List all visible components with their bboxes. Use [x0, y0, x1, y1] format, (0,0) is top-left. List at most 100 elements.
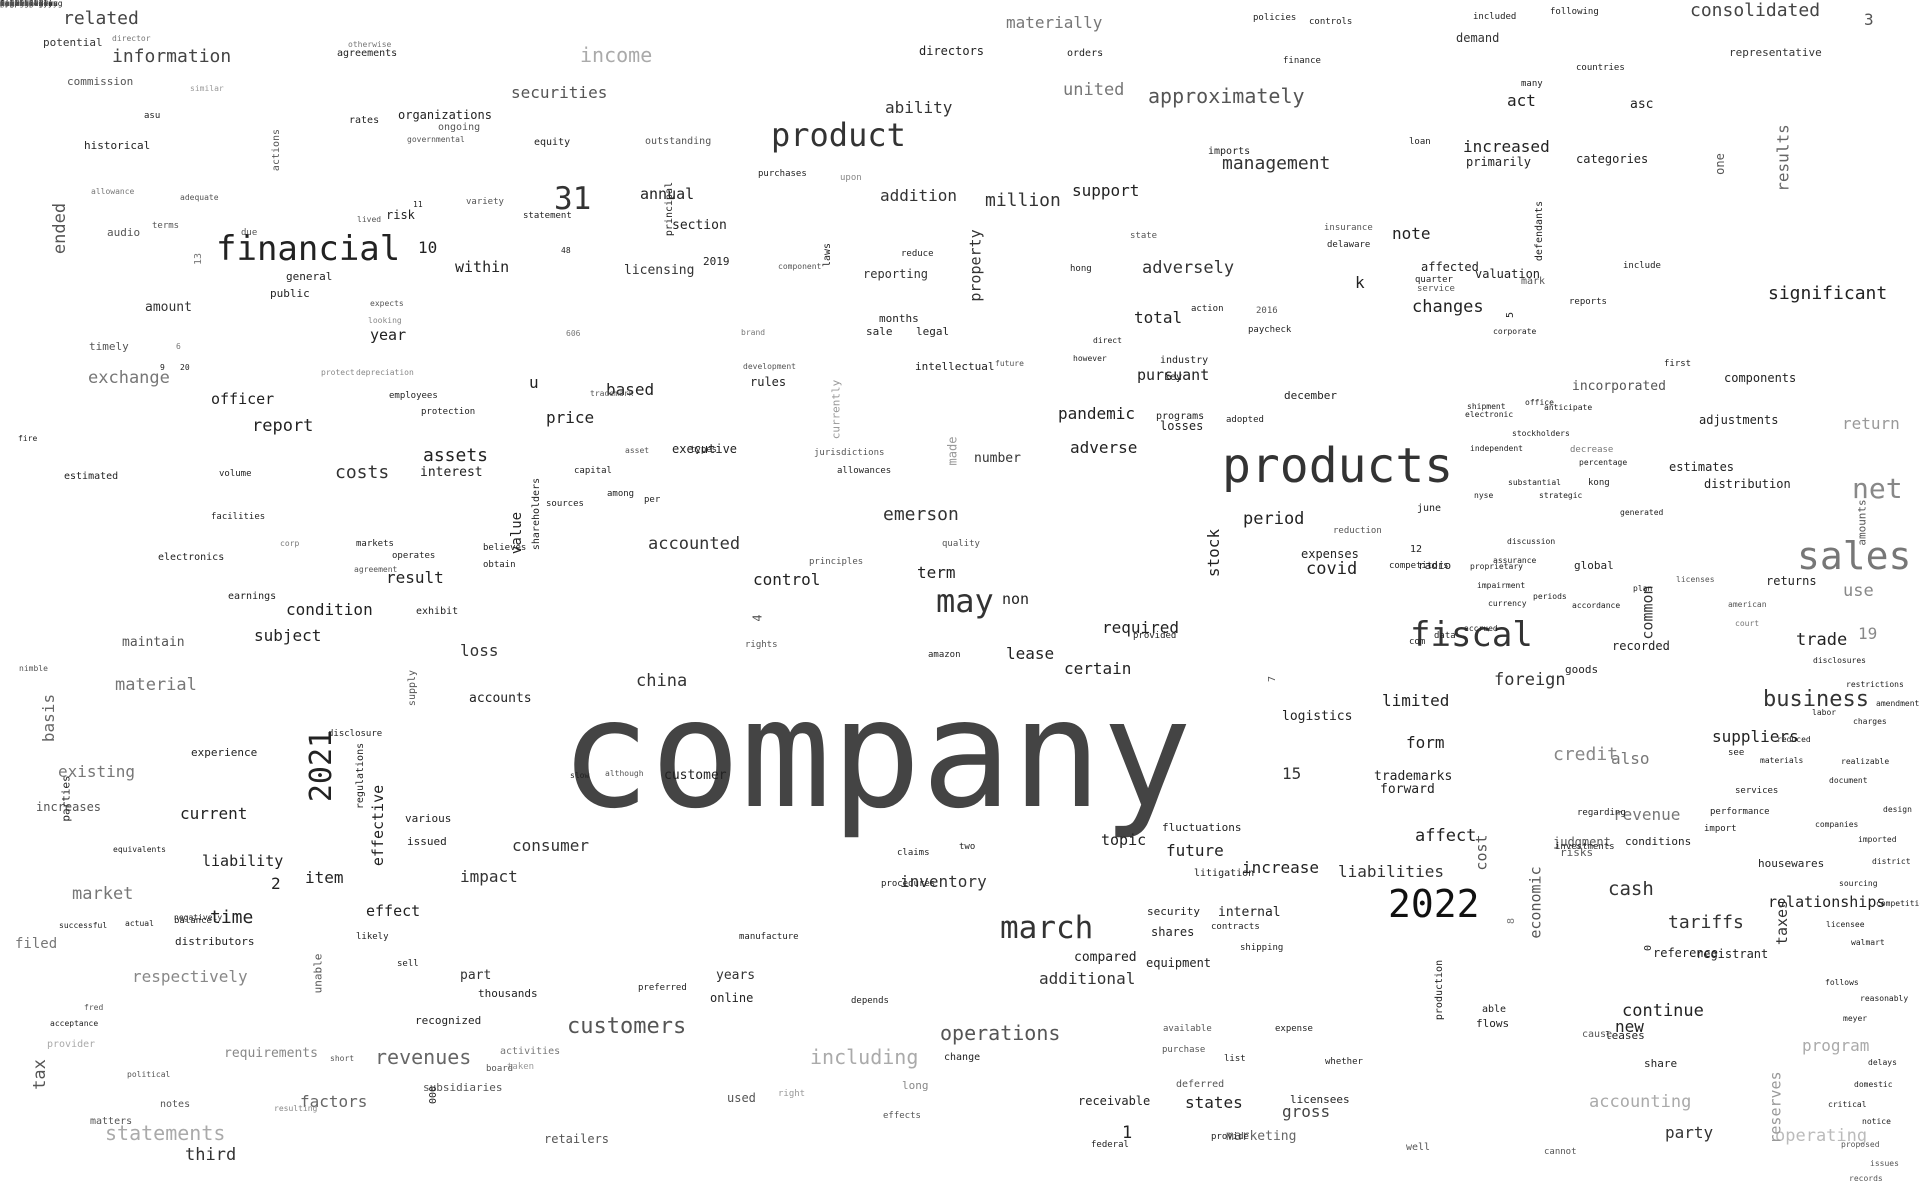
cloud-word: quality [942, 539, 980, 549]
cloud-word: lease [1006, 644, 1055, 663]
cloud-word: accordingly [0, 0, 53, 8]
cloud-word: respectively [132, 967, 248, 986]
cloud-word: stockholders [1512, 429, 1570, 438]
cloud-word: balance [174, 916, 212, 926]
cloud-word: accordance [1572, 601, 1621, 610]
cloud-word: licensees [1290, 1093, 1350, 1106]
cloud-word: distribution [1704, 477, 1791, 491]
cloud-word: marketplaces [0, 0, 58, 8]
cloud-word: amount [145, 300, 192, 315]
cloud-word: reasonable [0, 0, 49, 8]
cloud-word: preferred [638, 983, 687, 993]
cloud-word: social [0, 0, 29, 8]
cloud-word: stockholder [0, 0, 53, 8]
cloud-word: registrant [1696, 947, 1769, 961]
cloud-word: terms [152, 221, 180, 231]
cloud-word: title [0, 0, 25, 8]
cloud-word: imported [1858, 835, 1897, 844]
cloud-word: increases [36, 800, 102, 814]
cloud-word: trademarks [1374, 769, 1453, 784]
cloud-word: categories [1576, 152, 1649, 166]
cloud-word: recorded [1612, 639, 1670, 653]
cloud-word: ability [885, 98, 953, 117]
cloud-word: kong [1588, 478, 1610, 488]
cloud-word: electronic [1465, 410, 1514, 419]
cloud-word: matters [90, 1116, 133, 1127]
cloud-word: agreements [337, 48, 398, 59]
cloud-word: earnings [228, 591, 277, 602]
cloud-word: adverse [1070, 438, 1138, 457]
cloud-word: performance [1710, 807, 1770, 817]
cloud-word: political [127, 1070, 171, 1079]
cloud-word: held [0, 0, 20, 8]
cloud-word: statements [105, 1121, 226, 1145]
cloud-word: 6 [176, 342, 181, 351]
cloud-word: pricing [0, 0, 34, 8]
cloud-word: 3 [1864, 10, 1874, 29]
cloud-word: use [1843, 581, 1874, 601]
cloud-word: licensee [1826, 920, 1865, 929]
cloud-word: third [185, 1145, 237, 1165]
cloud-word: state [1130, 231, 1158, 241]
cloud-word: data [1434, 631, 1456, 641]
cloud-word: flows [1476, 1017, 1510, 1030]
cloud-word: committee [0, 0, 44, 8]
cloud-word: topic [1101, 831, 1147, 849]
cloud-word: delaware [1327, 240, 1371, 250]
cloud-word: revenue [1613, 805, 1681, 824]
cloud-word: radio [1418, 559, 1452, 572]
cloud-word: information [112, 46, 232, 67]
cloud-word: materials [1760, 756, 1804, 765]
cloud-word: requirements [224, 1046, 318, 1061]
cloud-word: acceptance [50, 1019, 99, 1028]
cloud-word: proposed [1841, 1140, 1880, 1149]
cloud-word: charges [1853, 717, 1887, 726]
cloud-word: demand [1456, 31, 1500, 45]
cloud-word: asset [625, 446, 650, 455]
cloud-word: finance [1283, 56, 1321, 66]
cloud-word: extent [0, 0, 29, 8]
cloud-word: taxes [1773, 899, 1792, 946]
cloud-word: control [753, 570, 821, 589]
cloud-word: expenses [1301, 547, 1359, 561]
cloud-word: reasonably [1860, 994, 1909, 1003]
cloud-word: estimated [64, 471, 119, 482]
cloud-word: trade [1796, 630, 1848, 650]
cloud-word: increase [1242, 858, 1320, 877]
cloud-word: june [1417, 503, 1442, 514]
cloud-word: states [1185, 1093, 1243, 1112]
cloud-word: item [305, 868, 344, 887]
cloud-word: applicable [0, 0, 49, 8]
cloud-word: foreign [1494, 670, 1566, 690]
cloud-word: connection [0, 0, 49, 8]
cloud-word: services [1735, 786, 1779, 796]
cloud-word: amazon [928, 650, 961, 660]
cloud-word: corp [280, 539, 300, 548]
cloud-word: made [945, 436, 960, 466]
cloud-word: purchases [758, 169, 807, 179]
cloud-word: forward [1380, 782, 1435, 797]
cloud-word: support [1072, 181, 1140, 200]
cloud-word: potential [43, 36, 103, 49]
cloud-word: disclosures [1813, 656, 1866, 665]
cloud-word: among [607, 489, 635, 499]
cloud-word: product [771, 116, 906, 154]
cloud-word: liabilities [1338, 862, 1444, 881]
cloud-word: facilities [211, 512, 266, 522]
cloud-word: cost [1472, 834, 1491, 871]
cloud-word: right [778, 1089, 806, 1099]
cloud-word: price [546, 408, 595, 427]
cloud-word: accrual [0, 0, 34, 8]
cloud-word: availability [0, 0, 58, 8]
cloud-word: short [330, 1054, 355, 1063]
cloud-word: types [690, 445, 718, 455]
cloud-word: trademark [590, 389, 634, 398]
cloud-word: covid [1306, 559, 1358, 579]
cloud-word: lived [357, 215, 382, 224]
cloud-word: upon [840, 173, 862, 183]
cloud-word: adopted [1226, 415, 1264, 425]
cloud-word: liability [202, 852, 284, 870]
cloud-word: 13 [193, 252, 205, 266]
cloud-word: changes [1412, 297, 1484, 317]
